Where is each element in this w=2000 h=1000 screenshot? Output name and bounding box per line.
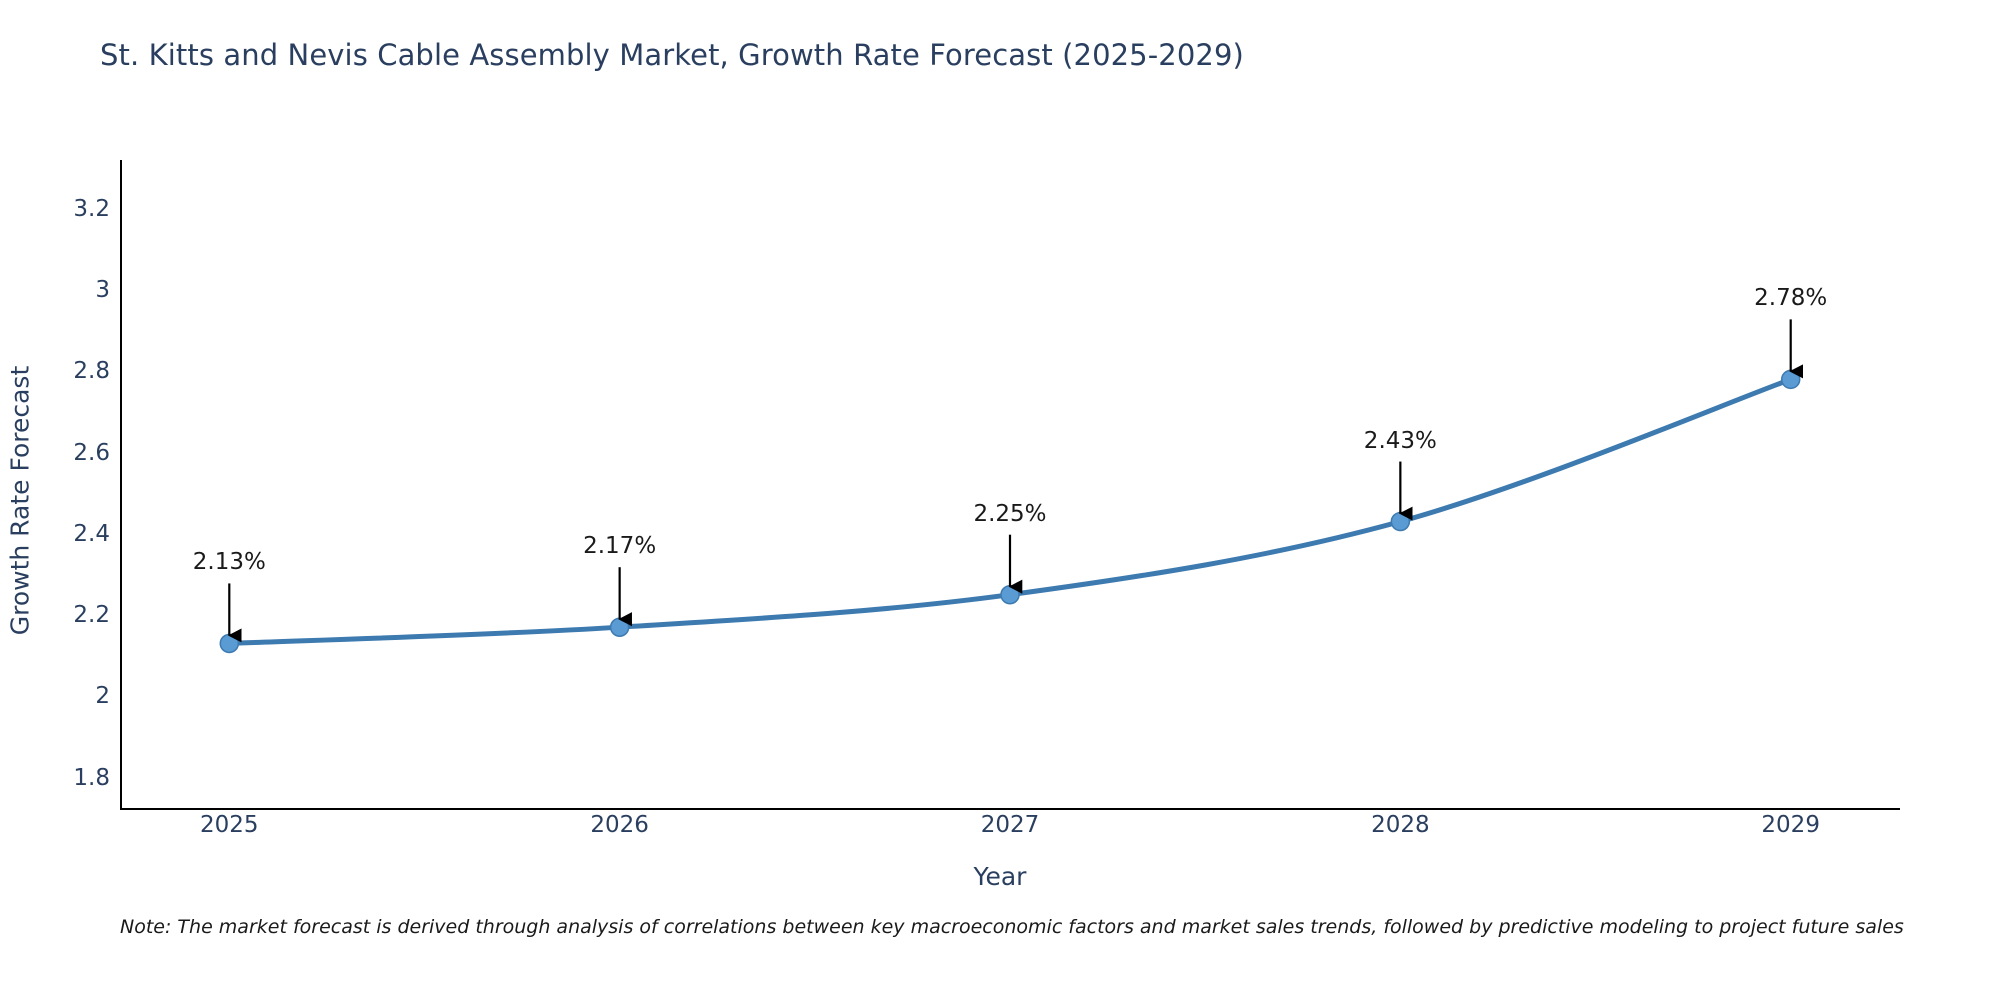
data-point-label: 2.78% <box>1754 285 1828 312</box>
chart-title: St. Kitts and Nevis Cable Assembly Marke… <box>100 38 1244 72</box>
data-point-marker[interactable] <box>219 633 240 654</box>
y-tick-label: 2.8 <box>73 358 110 385</box>
x-axis-title: Year <box>973 862 1027 891</box>
axis-lines <box>120 160 1900 810</box>
data-point-label: 2.17% <box>583 533 657 560</box>
x-tick-label: 2028 <box>1371 812 1430 838</box>
x-tick-label: 2026 <box>590 812 649 838</box>
data-point-label: 2.25% <box>973 500 1047 527</box>
x-tick-label: 2025 <box>200 812 259 838</box>
series-markers <box>219 369 1801 654</box>
data-point-marker[interactable] <box>609 617 630 637</box>
y-tick-label: 2.2 <box>73 602 110 628</box>
data-point-marker[interactable] <box>1780 369 1801 390</box>
data-point-marker[interactable] <box>1390 511 1411 532</box>
y-tick-label: 3.2 <box>73 195 110 222</box>
data-point-label: 2.13% <box>192 549 266 576</box>
y-tick-label: 2 <box>95 683 110 710</box>
x-tick-label: 2029 <box>1761 812 1820 838</box>
line-chart-svg <box>120 160 1900 810</box>
y-tick-label: 2.6 <box>73 439 110 466</box>
data-point-label: 2.43% <box>1363 427 1437 454</box>
y-tick-label: 3 <box>95 277 110 303</box>
y-tick-label: 2.4 <box>73 520 110 547</box>
x-tick-label: 2027 <box>980 812 1040 838</box>
annotation-arrows <box>227 319 1804 643</box>
y-axis-tick-labels: 3.2 3 2.8 2.6 2.4 2.2 2 1.8 <box>0 0 110 1000</box>
y-tick-label: 1.8 <box>73 764 110 791</box>
chart-footnote: Note: The market forecast is derived thr… <box>120 916 1904 938</box>
data-point-marker[interactable] <box>1000 584 1020 605</box>
plot-area <box>120 160 1900 810</box>
